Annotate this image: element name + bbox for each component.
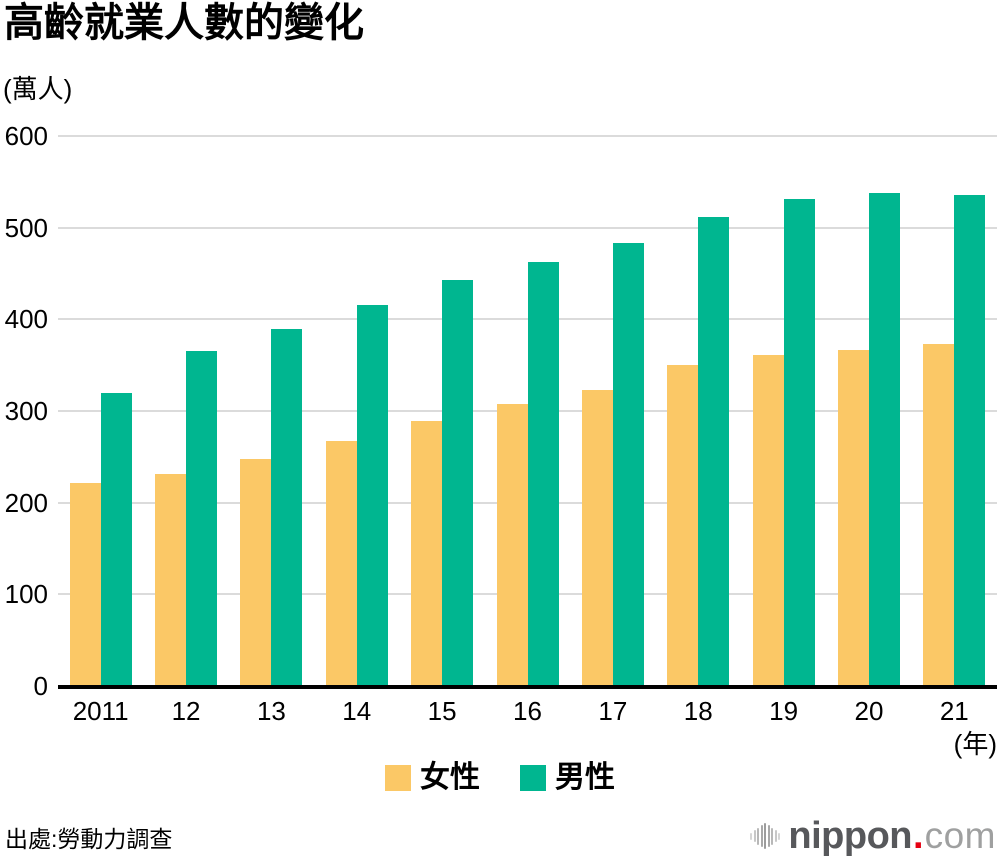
x-axis-line [58,685,997,689]
bar-female-15 [411,421,443,686]
bar-male-16 [527,261,559,686]
legend-item-female: 女性 [385,763,480,793]
x-tick-label-19: 19 [769,696,799,726]
grouped-bar-chart: 0 100 200 300 400 500 600 2011 12 13 14 15 16 17 18 19 2… [4,121,997,759]
legend-item-male: 男性 [520,763,615,793]
y-tick-label-100: 100 [4,579,48,610]
x-tick-label-21: 21 [939,696,969,726]
bar-female-14 [325,441,357,686]
x-tick-label-2011: 2011 [72,696,129,726]
bar-male-12 [186,350,218,686]
legend-swatch-male-icon [520,765,546,791]
bar-male-2011 [100,392,132,686]
x-tick-label-13: 13 [256,696,286,726]
x-tick-label-18: 18 [683,696,713,726]
x-tick-label-20: 20 [854,696,884,726]
legend-swatch-female-icon [385,765,411,791]
bar-female-20 [837,349,869,686]
y-tick-label-0: 0 [33,671,48,701]
bar-female-21 [923,344,955,686]
x-axis-year-label: (年) [953,729,997,759]
logo-text-nippon: nippon [788,815,913,857]
bar-female-12 [155,474,187,686]
bar-female-13 [240,458,272,686]
source-caption: 出處:勞動力調查 [5,826,173,852]
x-tick-label-12: 12 [171,696,201,726]
bar-male-21 [954,194,986,686]
legend-label-male: 男性 [555,761,615,794]
y-tick-label-400: 400 [4,304,48,335]
logo-dot: . [913,815,924,857]
x-tick-label-15: 15 [427,696,457,726]
bar-male-18 [698,216,730,686]
legend: 女性 男性 [0,763,1000,793]
bar-female-16 [496,403,528,686]
bar-female-19 [752,355,784,686]
y-tick-label-300: 300 [4,396,48,426]
bar-male-17 [612,243,644,686]
legend-label-female: 女性 [420,761,480,794]
grid-line-600 [58,135,997,137]
y-tick-label-500: 500 [4,212,48,243]
soundwave-icon [750,821,781,851]
bar-female-2011 [69,482,101,686]
x-tick-label-16: 16 [513,696,542,726]
y-tick-label-200: 200 [4,487,48,518]
x-tick-label-14: 14 [342,696,372,726]
chart-title: 高齡就業人數的變化 [4,1,364,45]
bar-female-18 [667,365,699,686]
y-tick-label-600: 600 [4,121,48,151]
bar-male-20 [868,192,900,686]
nippon-logo: nippon. com [750,817,996,855]
y-axis-unit-label: (萬人) [3,74,73,104]
bar-male-15 [442,279,474,686]
bar-male-14 [356,304,388,686]
bar-female-17 [581,389,613,686]
x-tick-label-17: 17 [598,696,628,726]
bar-male-19 [783,199,815,686]
nippon-logo-text: nippon. com [788,817,996,855]
logo-text-com: com [924,815,996,856]
bar-male-13 [271,328,303,686]
grid-line-500 [58,226,997,229]
